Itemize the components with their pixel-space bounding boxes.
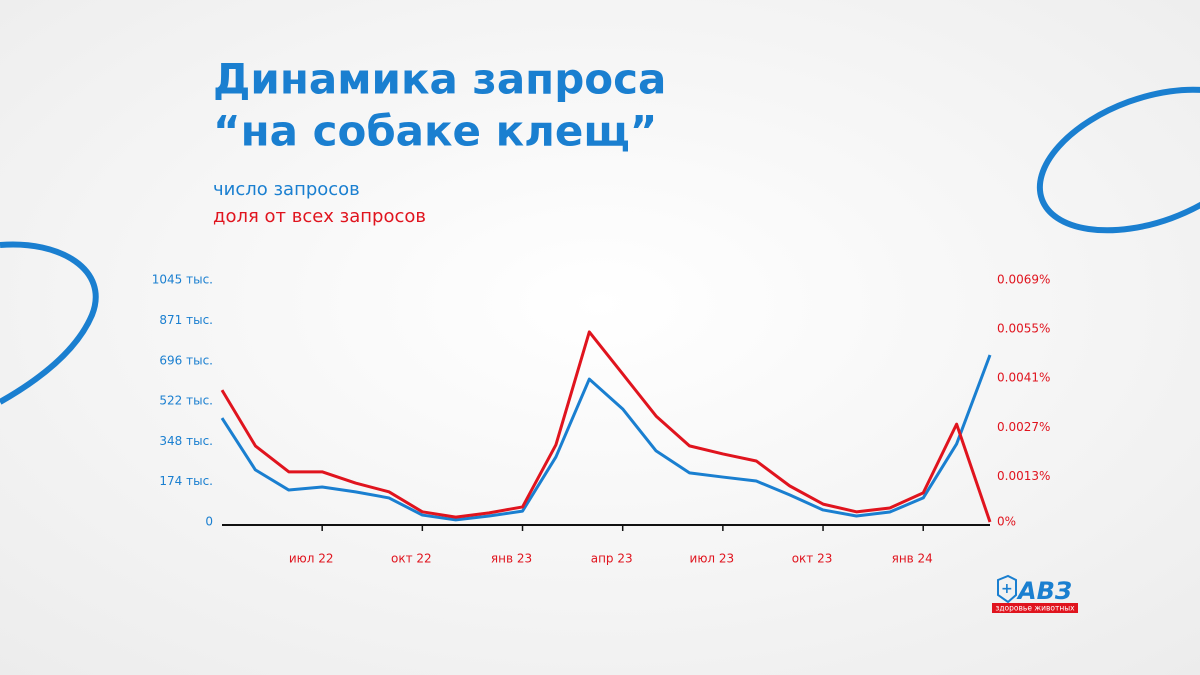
y-tick-label: 0.0027% [997, 420, 1050, 434]
y-tick-label: 871 тыс. [159, 313, 213, 327]
y-tick-label: 0.0013% [997, 469, 1050, 483]
x-tick-label: янв 23 [491, 552, 532, 566]
y-tick-label: 0.0055% [997, 322, 1050, 336]
logo-tagline: здоровье животных [995, 604, 1075, 613]
legend-entry: доля от всех запросов [213, 206, 426, 227]
decor-ring [1036, 86, 1200, 234]
y-tick-label: 1045 тыс. [152, 273, 213, 287]
y-tick-label: 0 [205, 515, 213, 529]
y-tick-label: 174 тыс. [159, 474, 213, 488]
series-line [220, 330, 992, 523]
y-tick-label: 696 тыс. [159, 353, 213, 367]
logo-text: АВЗ [1016, 577, 1072, 605]
x-tick-label: янв 24 [892, 552, 933, 566]
chart-title: Динамика запроса [213, 55, 666, 104]
series-line [220, 354, 992, 522]
legend-entry: число запросов [213, 179, 360, 200]
logo-shield [997, 574, 1017, 604]
logo-cross: + [1001, 581, 1013, 597]
y-tick-label: 0.0069% [997, 273, 1050, 287]
logo-band [992, 603, 1078, 613]
y-tick-label: 0.0041% [997, 371, 1050, 385]
chart-title: “на собаке клещ” [213, 107, 657, 156]
decor-arc [0, 241, 99, 405]
y-tick-label: 0% [997, 515, 1016, 529]
logo: + АВЗ здоровье животных [992, 574, 1078, 613]
x-tick-label: окт 23 [792, 552, 833, 566]
x-tick-label: окт 22 [391, 552, 432, 566]
x-tick-label: июл 23 [690, 552, 735, 566]
x-tick-label: апр 23 [591, 552, 633, 566]
y-tick-label: 522 тыс. [159, 394, 213, 408]
y-tick-label: 348 тыс. [159, 434, 213, 448]
x-tick-label: июл 22 [289, 552, 334, 566]
